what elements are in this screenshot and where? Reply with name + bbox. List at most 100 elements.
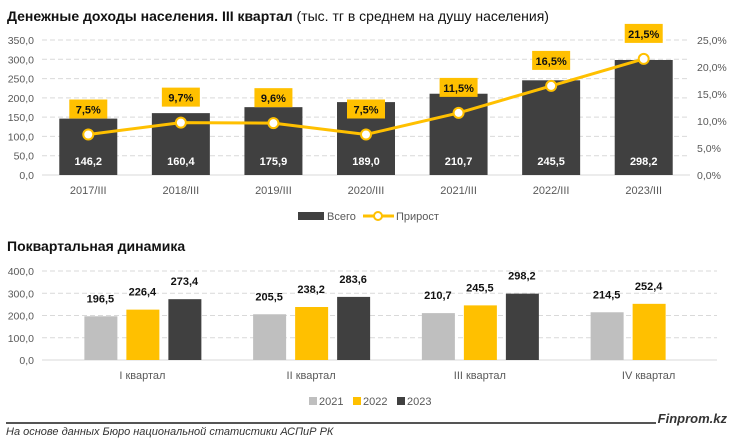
y-tick-label: 250,0 (8, 74, 34, 86)
bar-value-label: 283,6 (339, 274, 367, 286)
bar-value-label: 252,4 (635, 281, 663, 293)
y2-tick-label: 20,0% (697, 62, 727, 74)
growth-label: 9,7% (168, 93, 193, 105)
bar-value-label: 226,4 (129, 287, 157, 299)
x-tick-label: 2023/III (625, 185, 662, 197)
bar-value-label: 214,5 (593, 289, 621, 301)
legend-label-2023: 2023 (407, 396, 431, 408)
bar-value-label: 210,7 (445, 156, 473, 168)
legend-label-growth: Прирост (396, 211, 439, 223)
bar-value-label: 189,0 (352, 156, 380, 168)
footer-rule (6, 422, 656, 424)
x-tick-label: 2019/III (255, 185, 292, 197)
growth-label-box (439, 77, 478, 97)
legend-label-2021: 2021 (319, 396, 343, 408)
x-tick-label: 2020/III (348, 185, 385, 197)
growth-point (637, 52, 650, 65)
x-tick-label: I квартал (119, 370, 165, 382)
chart-title-2: Поквартальная динамика (7, 238, 186, 254)
y2-tick-label: 10,0% (697, 116, 727, 128)
bar-2023 (337, 296, 371, 360)
x-tick-label: 2018/III (163, 185, 200, 197)
y2-tick-label: 5,0% (697, 143, 721, 155)
title-subtitle: (тыс. тг в среднем на душу населения) (292, 8, 549, 24)
y2-tick-label: 0,0% (697, 170, 721, 182)
legend-swatch-2021 (309, 397, 317, 405)
x-tick-label: IV квартал (622, 370, 675, 382)
y-tick-label: 400,0 (8, 266, 34, 278)
bar-2022 (126, 309, 160, 360)
bar-2023 (505, 293, 539, 360)
x-tick-label: 2017/III (70, 185, 107, 197)
growth-label: 9,6% (261, 93, 286, 105)
bar-2021 (253, 314, 287, 360)
y-tick-label: 50,0 (14, 151, 35, 163)
bar-value-label: 196,5 (87, 293, 115, 305)
bar-value-label: 238,2 (297, 284, 325, 296)
bar-value-label: 210,7 (424, 290, 452, 302)
x-tick-label: 2022/III (533, 185, 570, 197)
growth-label-box (254, 88, 293, 108)
growth-point (452, 106, 465, 119)
growth-point (82, 128, 95, 141)
source-note: На основе данных Бюро национальной стати… (6, 426, 334, 438)
bar-2023 (168, 299, 202, 360)
bar-value-label: 298,2 (508, 271, 536, 283)
brand-logo: Finprom.kz (657, 411, 727, 426)
growth-label: 7,5% (353, 105, 378, 117)
y-tick-label: 200,0 (8, 93, 34, 105)
growth-point (545, 79, 558, 92)
bar-2021 (84, 316, 118, 360)
bar-value-label: 245,5 (466, 282, 494, 294)
chart-title-1: Денежные доходы населения. III квартал (… (7, 8, 549, 24)
growth-label-box (69, 99, 108, 119)
growth-label-box (161, 87, 200, 107)
y-tick-label: 300,0 (8, 288, 34, 300)
y-tick-label: 0,0 (19, 355, 34, 367)
growth-label: 21,5% (628, 29, 659, 41)
y-tick-label: 300,0 (8, 54, 34, 66)
growth-point (174, 116, 187, 129)
growth-label-box (532, 50, 571, 70)
growth-point (360, 128, 372, 141)
bar-value-label: 298,2 (630, 156, 658, 168)
y-tick-label: 350,0 (8, 35, 34, 47)
bar-value-label: 175,9 (260, 156, 288, 168)
x-tick-label: II квартал (287, 370, 336, 382)
growth-label: 7,5% (76, 105, 101, 117)
bar-value-label: 245,5 (537, 156, 565, 168)
y-tick-label: 150,0 (8, 112, 34, 124)
bar-2022 (463, 305, 497, 360)
growth-point (267, 117, 280, 130)
bar-value-label: 273,4 (171, 276, 199, 288)
bar-2022 (295, 307, 329, 360)
bar-value-label: 160,4 (167, 156, 195, 168)
growth-label: 16,5% (536, 56, 567, 68)
bar-total (59, 118, 118, 175)
legend-label-total: Всего (327, 211, 356, 223)
y-tick-label: 0,0 (19, 170, 34, 182)
x-tick-label: III квартал (454, 370, 506, 382)
bar-total (522, 80, 581, 175)
growth-label: 11,5% (443, 83, 474, 95)
growth-label-box (347, 99, 385, 119)
y2-tick-label: 15,0% (697, 89, 727, 101)
y2-tick-label: 25,0% (697, 35, 727, 47)
legend-label-2022: 2022 (363, 396, 387, 408)
y-tick-label: 200,0 (8, 311, 34, 323)
bar-2021 (421, 313, 455, 360)
legend-swatch-2023 (397, 397, 405, 405)
legend-marker-growth (373, 211, 383, 221)
legend-swatch-2022 (353, 397, 361, 405)
title-bold: Денежные доходы населения. III квартал (7, 8, 293, 24)
bar-value-label: 205,5 (255, 291, 283, 303)
legend-swatch-total (298, 212, 324, 220)
y-tick-label: 100,0 (8, 333, 34, 345)
growth-label-box (624, 23, 663, 43)
bar-total (614, 59, 673, 176)
y-tick-label: 100,0 (8, 131, 34, 143)
bar-2021 (590, 312, 624, 360)
x-tick-label: 2021/III (440, 185, 477, 197)
